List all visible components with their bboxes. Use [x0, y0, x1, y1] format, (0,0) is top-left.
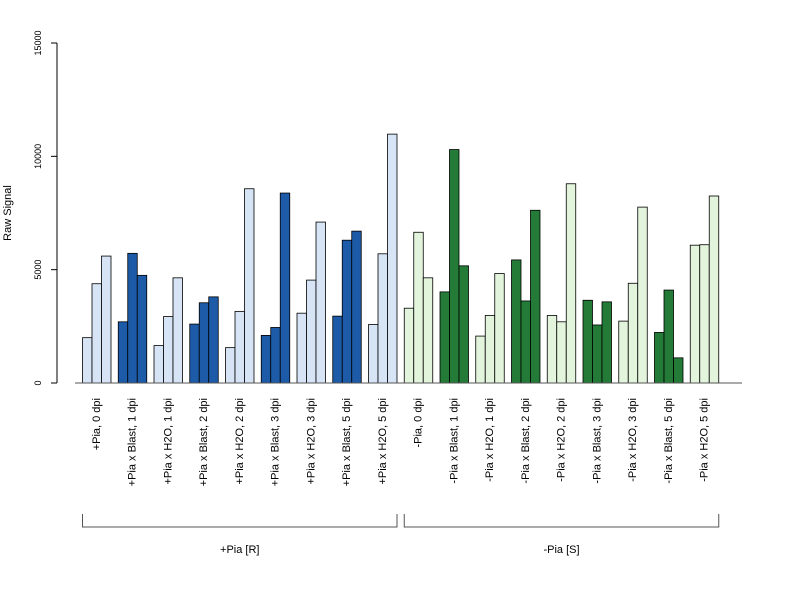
bar [198, 302, 210, 384]
bar [530, 209, 541, 384]
bar [413, 231, 424, 384]
x-tick-label: +Pia x Blast, 1 dpi [127, 398, 139, 486]
x-tick-label: +Pia, 0 dpi [91, 398, 103, 450]
x-tick-label: -Pia x Blast, 3 dpi [591, 398, 603, 484]
bar [511, 259, 522, 384]
y-tick-label: 10000 [33, 144, 43, 169]
bar [592, 324, 603, 384]
bar [127, 252, 138, 384]
bar [234, 310, 245, 384]
bar [556, 321, 567, 384]
x-tick-label: -Pia x Blast, 1 dpi [448, 398, 460, 484]
group-bracket [403, 514, 720, 528]
x-tick-label: +Pia x Blast, 5 dpi [341, 398, 353, 486]
bar [172, 277, 183, 384]
bar [475, 335, 486, 384]
x-tick-label: -Pia x H2O, 2 dpi [556, 398, 568, 482]
bar [699, 244, 710, 384]
x-tick-label: -Pia x H2O, 3 dpi [627, 398, 639, 482]
x-tick-label: -Pia x Blast, 2 dpi [520, 398, 532, 484]
x-tick-label: -Pia x H2O, 1 dpi [484, 398, 496, 482]
y-axis: 0 5000 10000 15000 [33, 30, 58, 386]
bar [101, 255, 112, 384]
x-tick-label: +Pia x H2O, 1 dpi [162, 398, 174, 485]
bar [663, 289, 674, 384]
y-tick-label: 15000 [33, 30, 43, 55]
x-tick-label: +Pia x H2O, 3 dpi [305, 398, 317, 485]
y-axis-label: Raw Signal [2, 185, 14, 241]
bar [565, 183, 577, 384]
bar [351, 230, 362, 384]
bar [689, 244, 701, 384]
bar [494, 273, 505, 384]
bar [708, 195, 720, 384]
x-tick-label: -Pia x H2O, 5 dpi [699, 398, 711, 482]
bar [117, 321, 129, 384]
bar [244, 188, 255, 384]
x-tick-label: -Pia, 0 dpi [413, 398, 425, 448]
bar [225, 347, 236, 384]
y-tick-label: 5000 [33, 260, 43, 280]
group-bracket [82, 514, 398, 528]
bar [315, 221, 326, 384]
bar [153, 345, 164, 384]
bar [189, 323, 200, 384]
x-tick-label: +Pia x Blast, 3 dpi [270, 398, 282, 486]
x-tick-label: -Pia x Blast, 5 dpi [663, 398, 675, 484]
bar [601, 301, 612, 384]
bar [368, 324, 379, 384]
bar [654, 332, 665, 384]
y-tick-label: 0 [33, 380, 43, 385]
bar [449, 149, 460, 384]
bar [136, 274, 148, 384]
bar [306, 279, 317, 384]
bar [296, 312, 307, 384]
bar [458, 265, 469, 384]
x-tick-label: +Pia x H2O, 5 dpi [377, 398, 389, 485]
x-tick-label: +Pia x Blast, 2 dpi [198, 398, 210, 486]
bar [627, 282, 639, 384]
bar [279, 192, 291, 384]
bar [618, 320, 629, 384]
bar [82, 337, 93, 384]
bar [484, 315, 496, 384]
x-tick-label: +Pia x H2O, 2 dpi [234, 398, 246, 485]
bar [546, 315, 558, 384]
bar [582, 299, 593, 384]
group-label: +Pia [R] [220, 544, 259, 556]
bar [208, 296, 219, 384]
bar [520, 300, 531, 384]
bars [82, 133, 720, 384]
bar [377, 253, 388, 384]
bar [439, 291, 450, 384]
bar [637, 206, 648, 384]
bar [91, 283, 102, 384]
group-label: -Pia [S] [543, 544, 579, 556]
category-labels: +Pia, 0 dpi +Pia x Blast, 1 dpi +Pia x H2O… [91, 398, 711, 486]
bar [403, 307, 415, 384]
bar [422, 277, 434, 384]
bar [673, 357, 684, 384]
bar [387, 133, 398, 384]
bar [270, 327, 281, 384]
bar [260, 334, 272, 384]
bar [332, 315, 343, 384]
bar [341, 239, 353, 384]
group-brackets: +Pia [R] -Pia [S] [82, 514, 720, 556]
bar [163, 316, 174, 384]
